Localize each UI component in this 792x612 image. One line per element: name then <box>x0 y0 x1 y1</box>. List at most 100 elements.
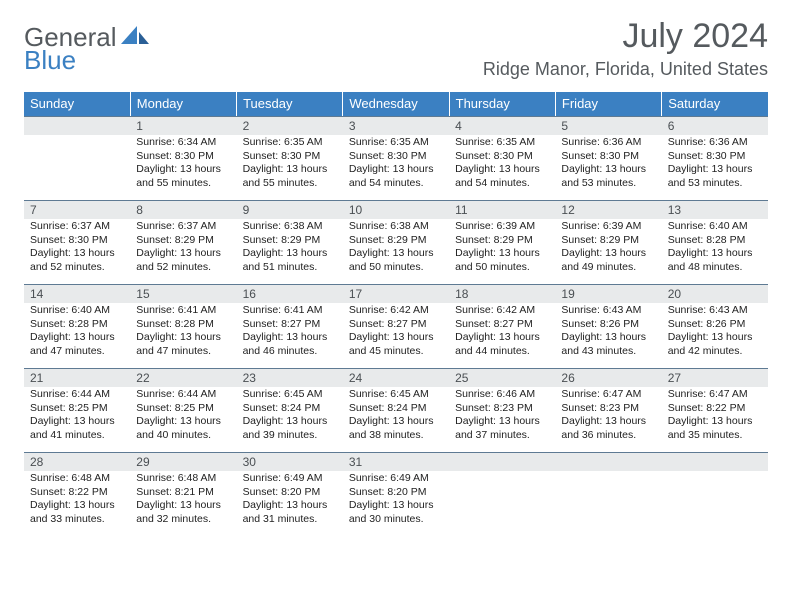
sunrise-line: Sunrise: 6:39 AM <box>455 220 549 233</box>
sunset-line: Sunset: 8:20 PM <box>349 486 443 499</box>
day-body: Sunrise: 6:35 AMSunset: 8:30 PMDaylight:… <box>449 135 555 192</box>
day-body: Sunrise: 6:39 AMSunset: 8:29 PMDaylight:… <box>555 219 661 276</box>
day-number-bar: 11 <box>449 200 555 219</box>
daylight-line: Daylight: 13 hours and 38 minutes. <box>349 415 443 442</box>
daylight-line: Daylight: 13 hours and 47 minutes. <box>136 331 230 358</box>
daylight-line: Daylight: 13 hours and 39 minutes. <box>243 415 337 442</box>
calendar-body: 1Sunrise: 6:34 AMSunset: 8:30 PMDaylight… <box>24 116 768 536</box>
sunrise-line: Sunrise: 6:37 AM <box>30 220 124 233</box>
sunrise-line: Sunrise: 6:39 AM <box>561 220 655 233</box>
sunset-line: Sunset: 8:29 PM <box>455 234 549 247</box>
day-number-bar: 18 <box>449 284 555 303</box>
weekday-header: Saturday <box>662 92 768 116</box>
sunset-line: Sunset: 8:24 PM <box>243 402 337 415</box>
day-number-bar: 1 <box>130 116 236 135</box>
day-body: Sunrise: 6:36 AMSunset: 8:30 PMDaylight:… <box>662 135 768 192</box>
day-body: Sunrise: 6:48 AMSunset: 8:21 PMDaylight:… <box>130 471 236 528</box>
sunrise-line: Sunrise: 6:42 AM <box>455 304 549 317</box>
sunset-line: Sunset: 8:30 PM <box>243 150 337 163</box>
sunset-line: Sunset: 8:25 PM <box>136 402 230 415</box>
sunrise-line: Sunrise: 6:49 AM <box>243 472 337 485</box>
daylight-line: Daylight: 13 hours and 40 minutes. <box>136 415 230 442</box>
sunrise-line: Sunrise: 6:40 AM <box>668 220 762 233</box>
sunrise-line: Sunrise: 6:43 AM <box>561 304 655 317</box>
calendar-day-cell: 15Sunrise: 6:41 AMSunset: 8:28 PMDayligh… <box>130 284 236 368</box>
calendar-day-cell: 28Sunrise: 6:48 AMSunset: 8:22 PMDayligh… <box>24 452 130 536</box>
sunrise-line: Sunrise: 6:36 AM <box>668 136 762 149</box>
sunrise-line: Sunrise: 6:47 AM <box>561 388 655 401</box>
daylight-line: Daylight: 13 hours and 51 minutes. <box>243 247 337 274</box>
calendar-day-cell: 13Sunrise: 6:40 AMSunset: 8:28 PMDayligh… <box>662 200 768 284</box>
calendar-day-cell <box>24 116 130 200</box>
day-body: Sunrise: 6:49 AMSunset: 8:20 PMDaylight:… <box>343 471 449 528</box>
sunset-line: Sunset: 8:28 PM <box>136 318 230 331</box>
calendar-day-cell: 1Sunrise: 6:34 AMSunset: 8:30 PMDaylight… <box>130 116 236 200</box>
day-body: Sunrise: 6:47 AMSunset: 8:22 PMDaylight:… <box>662 387 768 444</box>
calendar-week-row: 14Sunrise: 6:40 AMSunset: 8:28 PMDayligh… <box>24 284 768 368</box>
page: General Blue July 2024 Ridge Manor, Flor… <box>0 0 792 554</box>
sunrise-line: Sunrise: 6:38 AM <box>349 220 443 233</box>
calendar-day-cell: 17Sunrise: 6:42 AMSunset: 8:27 PMDayligh… <box>343 284 449 368</box>
sunrise-line: Sunrise: 6:49 AM <box>349 472 443 485</box>
calendar-week-row: 1Sunrise: 6:34 AMSunset: 8:30 PMDaylight… <box>24 116 768 200</box>
daylight-line: Daylight: 13 hours and 50 minutes. <box>349 247 443 274</box>
daylight-line: Daylight: 13 hours and 41 minutes. <box>30 415 124 442</box>
calendar-day-cell: 9Sunrise: 6:38 AMSunset: 8:29 PMDaylight… <box>237 200 343 284</box>
calendar-day-cell: 19Sunrise: 6:43 AMSunset: 8:26 PMDayligh… <box>555 284 661 368</box>
calendar-day-cell: 22Sunrise: 6:44 AMSunset: 8:25 PMDayligh… <box>130 368 236 452</box>
daylight-line: Daylight: 13 hours and 48 minutes. <box>668 247 762 274</box>
sunrise-line: Sunrise: 6:47 AM <box>668 388 762 401</box>
day-number-bar <box>662 452 768 471</box>
day-body: Sunrise: 6:37 AMSunset: 8:29 PMDaylight:… <box>130 219 236 276</box>
sunset-line: Sunset: 8:30 PM <box>561 150 655 163</box>
calendar-day-cell: 20Sunrise: 6:43 AMSunset: 8:26 PMDayligh… <box>662 284 768 368</box>
daylight-line: Daylight: 13 hours and 52 minutes. <box>30 247 124 274</box>
sunset-line: Sunset: 8:28 PM <box>668 234 762 247</box>
title-location: Ridge Manor, Florida, United States <box>483 59 768 80</box>
daylight-line: Daylight: 13 hours and 53 minutes. <box>668 163 762 190</box>
sunset-line: Sunset: 8:24 PM <box>349 402 443 415</box>
daylight-line: Daylight: 13 hours and 45 minutes. <box>349 331 443 358</box>
daylight-line: Daylight: 13 hours and 35 minutes. <box>668 415 762 442</box>
weekday-header-row: Sunday Monday Tuesday Wednesday Thursday… <box>24 92 768 116</box>
calendar-day-cell: 6Sunrise: 6:36 AMSunset: 8:30 PMDaylight… <box>662 116 768 200</box>
sunset-line: Sunset: 8:30 PM <box>136 150 230 163</box>
day-body: Sunrise: 6:34 AMSunset: 8:30 PMDaylight:… <box>130 135 236 192</box>
day-number-bar: 6 <box>662 116 768 135</box>
weekday-header: Monday <box>130 92 236 116</box>
day-number-bar: 9 <box>237 200 343 219</box>
daylight-line: Daylight: 13 hours and 36 minutes. <box>561 415 655 442</box>
sunrise-line: Sunrise: 6:48 AM <box>30 472 124 485</box>
day-body: Sunrise: 6:40 AMSunset: 8:28 PMDaylight:… <box>24 303 130 360</box>
day-body: Sunrise: 6:40 AMSunset: 8:28 PMDaylight:… <box>662 219 768 276</box>
sunset-line: Sunset: 8:30 PM <box>455 150 549 163</box>
sunrise-line: Sunrise: 6:35 AM <box>349 136 443 149</box>
daylight-line: Daylight: 13 hours and 33 minutes. <box>30 499 124 526</box>
day-number-bar: 16 <box>237 284 343 303</box>
day-number-bar: 10 <box>343 200 449 219</box>
day-number-bar: 25 <box>449 368 555 387</box>
daylight-line: Daylight: 13 hours and 55 minutes. <box>243 163 337 190</box>
sunset-line: Sunset: 8:23 PM <box>561 402 655 415</box>
logo: General Blue <box>24 18 149 73</box>
sunset-line: Sunset: 8:28 PM <box>30 318 124 331</box>
daylight-line: Daylight: 13 hours and 30 minutes. <box>349 499 443 526</box>
day-number-bar: 20 <box>662 284 768 303</box>
sunrise-line: Sunrise: 6:46 AM <box>455 388 549 401</box>
calendar-day-cell: 3Sunrise: 6:35 AMSunset: 8:30 PMDaylight… <box>343 116 449 200</box>
sail-icon <box>121 26 149 46</box>
sunrise-line: Sunrise: 6:36 AM <box>561 136 655 149</box>
sunrise-line: Sunrise: 6:35 AM <box>243 136 337 149</box>
calendar-day-cell: 16Sunrise: 6:41 AMSunset: 8:27 PMDayligh… <box>237 284 343 368</box>
day-number-bar: 29 <box>130 452 236 471</box>
calendar-week-row: 21Sunrise: 6:44 AMSunset: 8:25 PMDayligh… <box>24 368 768 452</box>
sunset-line: Sunset: 8:29 PM <box>561 234 655 247</box>
calendar-day-cell: 5Sunrise: 6:36 AMSunset: 8:30 PMDaylight… <box>555 116 661 200</box>
calendar-week-row: 7Sunrise: 6:37 AMSunset: 8:30 PMDaylight… <box>24 200 768 284</box>
day-number-bar: 19 <box>555 284 661 303</box>
day-body: Sunrise: 6:43 AMSunset: 8:26 PMDaylight:… <box>662 303 768 360</box>
day-body: Sunrise: 6:36 AMSunset: 8:30 PMDaylight:… <box>555 135 661 192</box>
sunrise-line: Sunrise: 6:45 AM <box>243 388 337 401</box>
sunset-line: Sunset: 8:25 PM <box>30 402 124 415</box>
day-body: Sunrise: 6:46 AMSunset: 8:23 PMDaylight:… <box>449 387 555 444</box>
